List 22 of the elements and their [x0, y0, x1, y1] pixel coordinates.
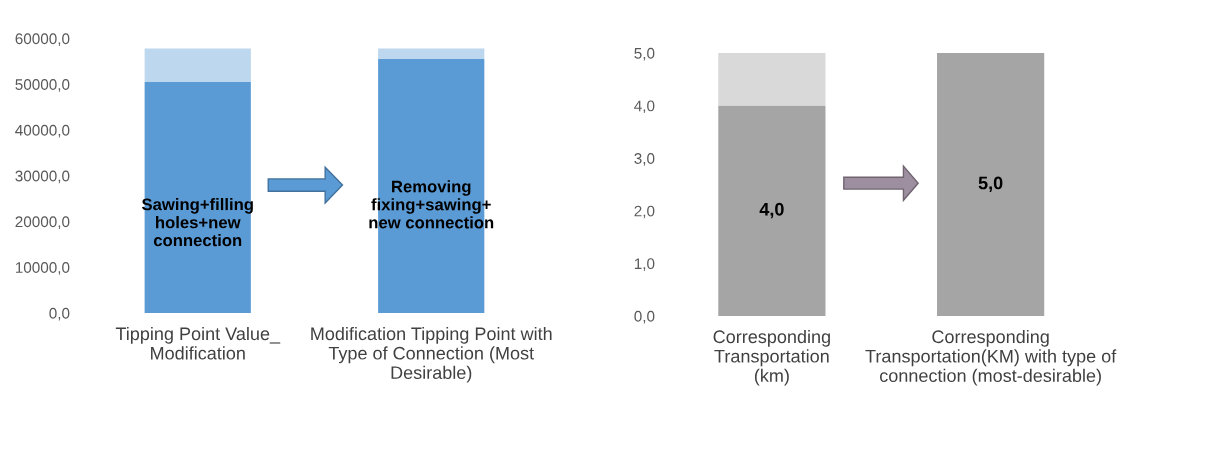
- x-tick-label: Tipping Point Value_ Modification: [115, 326, 281, 360]
- y-tick-label: 0,0: [634, 310, 655, 324]
- bar: [144, 81, 251, 313]
- y-tick-label: 3,0: [634, 153, 655, 166]
- bar: [144, 48, 251, 82]
- y-tick-label: 1,0: [634, 258, 655, 271]
- data-label: 5,0: [978, 176, 1003, 192]
- x-tick-label: Modification Tipping Point with Type of Connection (Most Desirable): [311, 326, 552, 383]
- y-tick-label: 4,0: [634, 100, 655, 114]
- y-tick-label: 20000,0: [15, 216, 70, 229]
- y-tick-label: 60000,0: [15, 33, 70, 46]
- x-tick-label: Corresponding Transportation(KM) with type of connection (most-desirable): [865, 329, 1117, 386]
- y-tick-label: 40000,0: [15, 124, 70, 138]
- x-tick-label: Corresponding Transportation (km): [713, 329, 830, 386]
- data-label: 4,0: [759, 202, 784, 219]
- y-tick-label: 0,0: [49, 307, 70, 321]
- y-tick-label: 2,0: [634, 205, 655, 219]
- y-tick-label: 50000,0: [15, 79, 70, 92]
- y-tick-label: 30000,0: [15, 170, 70, 184]
- y-tick-label: 10000,0: [15, 262, 70, 275]
- bar: [378, 48, 485, 60]
- y-tick-label: 5,0: [634, 47, 655, 61]
